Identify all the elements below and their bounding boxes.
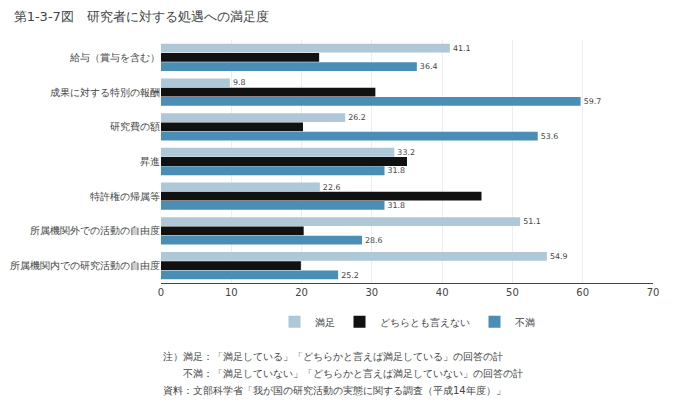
svg-text:10: 10 bbox=[225, 287, 238, 298]
svg-text:20: 20 bbox=[295, 287, 308, 298]
svg-text:昇進: 昇進 bbox=[140, 156, 160, 167]
svg-text:31.8: 31.8 bbox=[388, 166, 406, 175]
svg-text:28.6: 28.6 bbox=[365, 236, 383, 245]
svg-text:どちらとも言えない: どちらとも言えない bbox=[380, 317, 470, 328]
svg-text:70: 70 bbox=[647, 287, 660, 298]
svg-text:36.4: 36.4 bbox=[420, 62, 438, 71]
svg-text:22.6: 22.6 bbox=[323, 183, 341, 192]
svg-text:給与（賞与を含む）: 給与（賞与を含む） bbox=[69, 52, 160, 63]
svg-text:60: 60 bbox=[576, 287, 589, 298]
svg-text:第1-3-7図 研究者に対する処遇への満足度: 第1-3-7図 研究者に対する処遇への満足度 bbox=[14, 9, 269, 24]
svg-text:31.8: 31.8 bbox=[388, 201, 406, 210]
svg-text:50: 50 bbox=[506, 287, 519, 298]
svg-text:26.2: 26.2 bbox=[348, 113, 366, 122]
svg-text:所属機関内での研究活動の自由度: 所属機関内での研究活動の自由度 bbox=[10, 260, 160, 271]
svg-text:研究費の額: 研究費の額 bbox=[110, 121, 160, 132]
svg-text:注）満足：「満足している」「どちらかと言えば満足している」の: 注）満足：「満足している」「どちらかと言えば満足している」の回答の計 bbox=[163, 351, 503, 362]
svg-text:41.1: 41.1 bbox=[453, 44, 471, 53]
svg-text:不満: 不満 bbox=[515, 317, 535, 328]
svg-text:9.8: 9.8 bbox=[233, 78, 246, 87]
svg-text:25.2: 25.2 bbox=[341, 271, 359, 280]
svg-text:30: 30 bbox=[365, 287, 378, 298]
svg-text:満足: 満足 bbox=[315, 317, 335, 328]
svg-text:所属機関外での活動の自由度: 所属機関外での活動の自由度 bbox=[30, 225, 160, 236]
svg-text:成果に対する特別の報酬: 成果に対する特別の報酬 bbox=[50, 87, 160, 98]
svg-text:54.9: 54.9 bbox=[550, 252, 568, 261]
svg-text:特許権の帰属等: 特許権の帰属等 bbox=[90, 191, 160, 202]
svg-text:資料：文部科学省「我が国の研究活動の実態に関する調査（平成1: 資料：文部科学省「我が国の研究活動の実態に関する調査（平成14年度）」 bbox=[163, 385, 506, 396]
svg-text:53.6: 53.6 bbox=[541, 132, 559, 141]
svg-text:59.7: 59.7 bbox=[584, 97, 602, 106]
svg-text:51.1: 51.1 bbox=[523, 217, 541, 226]
svg-text:不満：「満足していない」「どちらかと言えば満足していない」の: 不満：「満足していない」「どちらかと言えば満足していない」の回答の計 bbox=[163, 368, 523, 379]
svg-text:33.2: 33.2 bbox=[397, 148, 415, 157]
svg-text:0: 0 bbox=[158, 287, 164, 298]
svg-text:40: 40 bbox=[436, 287, 449, 298]
